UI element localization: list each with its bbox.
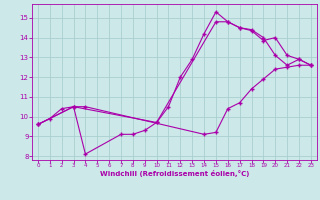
X-axis label: Windchill (Refroidissement éolien,°C): Windchill (Refroidissement éolien,°C) bbox=[100, 170, 249, 177]
